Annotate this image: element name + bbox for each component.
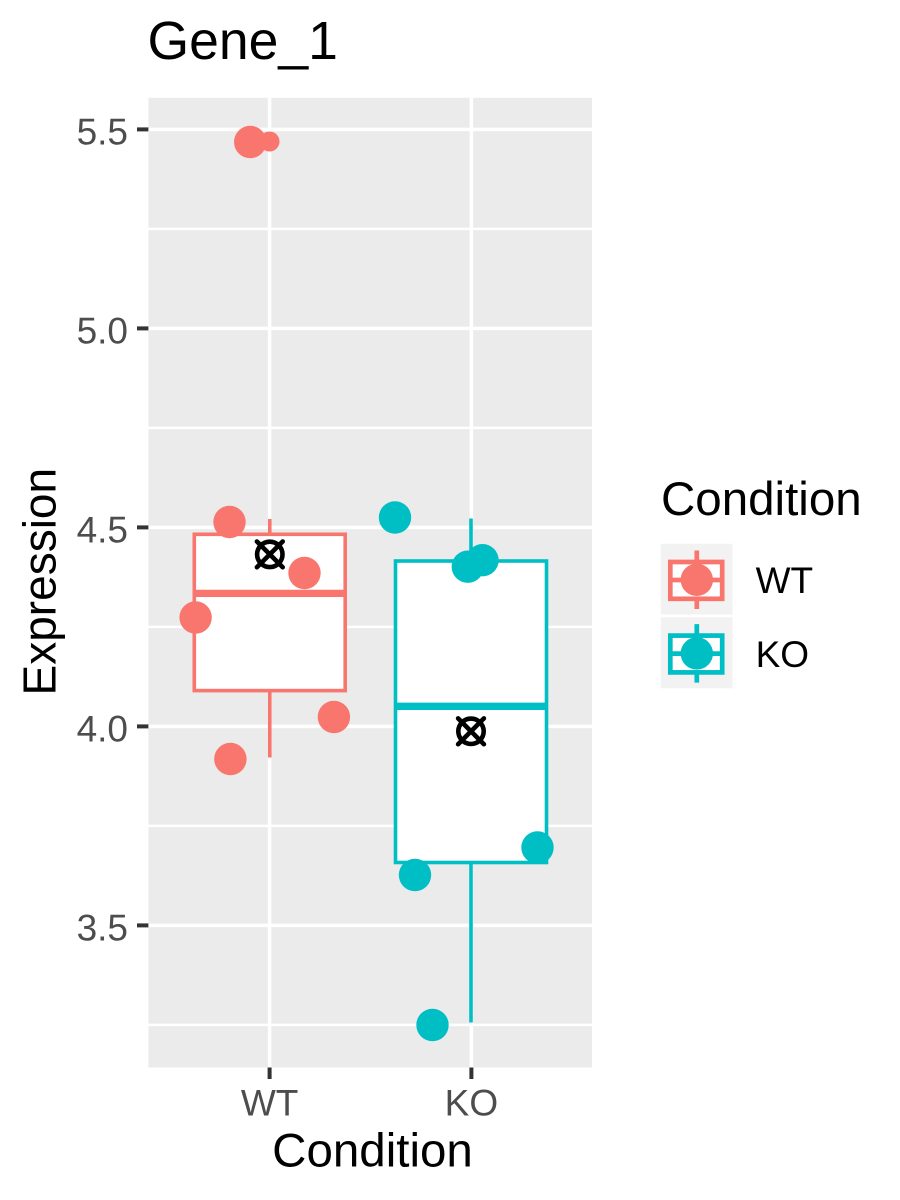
svg-text:KO: KO — [445, 1082, 498, 1123]
svg-text:Expression: Expression — [14, 468, 66, 696]
svg-text:Condition: Condition — [661, 473, 862, 526]
svg-text:KO: KO — [756, 634, 809, 675]
svg-text:5.0: 5.0 — [77, 311, 128, 352]
svg-text:4.0: 4.0 — [77, 709, 128, 750]
svg-text:WT: WT — [756, 560, 814, 601]
svg-text:3.5: 3.5 — [77, 908, 128, 949]
svg-text:WT: WT — [241, 1082, 299, 1123]
svg-text:Condition: Condition — [272, 1125, 473, 1178]
svg-text:4.5: 4.5 — [77, 510, 128, 551]
svg-text:Gene_1: Gene_1 — [148, 12, 338, 71]
svg-text:5.5: 5.5 — [77, 112, 128, 153]
